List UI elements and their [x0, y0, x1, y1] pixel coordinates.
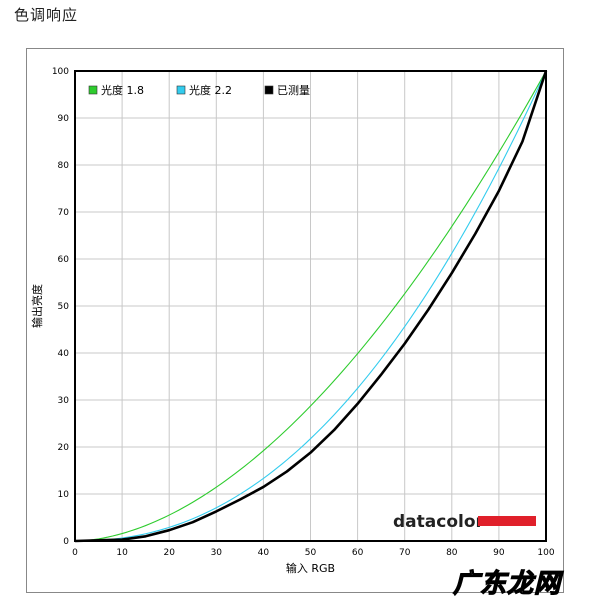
y-tick-label: 50: [58, 302, 70, 312]
x-tick-label: 70: [399, 548, 411, 558]
datacolor-logo: datacolor: [393, 512, 536, 532]
chart-frame: 0 10 20 30 40 50 60 70 80 90 100 0 10 20 30 40 50 60 70 80 9…: [26, 48, 564, 593]
y-tick-label: 40: [58, 349, 70, 359]
legend-swatch-3: [264, 85, 274, 95]
y-tick-label: 10: [58, 490, 70, 500]
series-lines: [74, 70, 548, 543]
series-line-2: [74, 70, 547, 542]
x-tick-label: 0: [72, 548, 78, 558]
y-tick-label: 20: [58, 443, 70, 453]
x-tick-label: 90: [493, 548, 505, 558]
legend-label-2: 光度 2.2: [189, 83, 232, 97]
x-tick-label: 10: [116, 548, 128, 558]
plot-border: [74, 70, 547, 542]
y-tick-label: 70: [58, 208, 70, 218]
x-tick-label: 100: [537, 548, 554, 558]
y-tick-label: 80: [58, 161, 70, 171]
logo-text: datacolor: [393, 512, 485, 532]
page-title: 色调响应: [14, 6, 79, 24]
logo-bar: [478, 516, 536, 526]
x-tick-label: 60: [352, 548, 364, 558]
tick-labels: 0 10 20 30 40 50 60 70 80 90 100 0 10 20 30 40 50 60 70 80 9…: [52, 67, 555, 558]
y-tick-label: 0: [63, 537, 69, 547]
series-line-3: [74, 70, 548, 543]
x-tick-label: 40: [258, 548, 270, 558]
y-tick-label: 60: [58, 255, 70, 265]
y-axis-label: 输出亮度: [30, 284, 44, 328]
y-tick-label: 100: [52, 67, 69, 77]
x-tick-label: 30: [211, 548, 223, 558]
x-tick-label: 80: [446, 548, 458, 558]
series-line-1: [74, 70, 547, 542]
legend-swatch-1: [88, 85, 98, 95]
x-tick-label: 20: [163, 548, 175, 558]
x-tick-label: 50: [305, 548, 317, 558]
legend-swatch-2: [176, 85, 186, 95]
legend-label-1: 光度 1.8: [101, 83, 144, 97]
y-tick-label: 30: [58, 396, 70, 406]
tone-response-chart: 0 10 20 30 40 50 60 70 80 90 100 0 10 20 30 40 50 60 70 80 9…: [30, 67, 555, 575]
y-tick-label: 90: [58, 114, 70, 124]
watermark-text: 广东龙网: [452, 568, 562, 599]
legend: 光度 1.8 光度 2.2 已测量: [88, 83, 310, 97]
x-axis-label: 输入 RGB: [286, 561, 335, 575]
grid: [74, 70, 547, 542]
legend-label-3: 已测量: [277, 84, 310, 97]
